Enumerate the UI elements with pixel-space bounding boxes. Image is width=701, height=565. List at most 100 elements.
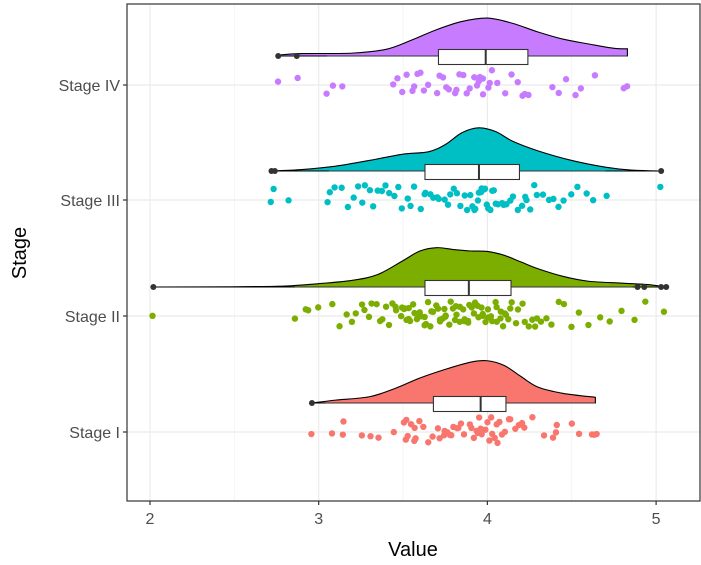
cloud-stage-iii <box>268 127 665 181</box>
data-point <box>375 434 382 441</box>
data-point <box>466 85 473 92</box>
data-point <box>560 300 568 308</box>
data-point <box>553 421 560 429</box>
outlier-point <box>658 168 665 174</box>
data-point <box>606 318 613 325</box>
data-point <box>429 308 437 316</box>
data-point <box>585 321 592 329</box>
data-point <box>521 318 528 326</box>
data-point <box>660 308 668 315</box>
data-point <box>488 67 496 74</box>
data-point <box>441 196 448 203</box>
rain-stage-ii <box>149 298 668 331</box>
data-point <box>533 191 541 199</box>
data-point <box>478 431 485 438</box>
data-point <box>525 323 532 330</box>
data-point <box>361 182 369 189</box>
rain-stage-i <box>308 414 600 447</box>
box <box>424 163 521 181</box>
data-point <box>399 88 406 96</box>
data-point <box>463 206 471 214</box>
data-point <box>479 312 487 320</box>
data-point <box>441 305 448 313</box>
x-tick-label: 5 <box>652 511 661 528</box>
y-axis: Stage I Stage II Stage III Stage IV <box>59 78 127 442</box>
outlier-point <box>634 284 641 290</box>
data-point <box>555 203 562 211</box>
data-point <box>314 304 322 311</box>
y-tick-label: Stage II <box>65 309 120 326</box>
data-point <box>487 206 494 214</box>
data-point <box>328 430 336 437</box>
data-point <box>448 431 455 439</box>
data-point <box>149 312 156 320</box>
data-point <box>447 191 454 198</box>
data-point <box>403 416 410 424</box>
data-point <box>409 301 417 308</box>
data-point <box>518 202 526 209</box>
data-point <box>367 433 374 440</box>
outlier-point <box>150 284 157 290</box>
data-point <box>508 299 515 306</box>
data-point <box>453 190 461 197</box>
data-point <box>329 300 336 308</box>
data-point <box>340 418 347 425</box>
data-point <box>343 311 350 318</box>
data-point <box>521 424 528 431</box>
data-point <box>424 81 432 89</box>
data-point <box>450 185 457 192</box>
data-point <box>323 90 330 97</box>
data-point <box>657 183 664 191</box>
x-tick-label: 4 <box>483 511 492 528</box>
data-point <box>549 434 557 441</box>
data-point <box>429 433 436 440</box>
data-point <box>531 323 539 330</box>
data-point <box>391 192 398 200</box>
data-point <box>368 300 375 307</box>
data-point <box>404 432 411 440</box>
data-point <box>436 435 443 442</box>
outlier-point <box>271 168 278 174</box>
x-tick-label: 3 <box>314 511 323 528</box>
data-point <box>389 81 397 88</box>
outlier-point <box>275 53 282 59</box>
data-point <box>623 83 631 90</box>
data-point <box>270 185 277 193</box>
data-point <box>494 79 501 87</box>
data-point <box>591 72 599 79</box>
data-point <box>453 86 460 94</box>
data-point <box>508 71 515 78</box>
data-point <box>460 71 467 79</box>
data-point <box>568 191 575 198</box>
data-point <box>459 306 467 313</box>
data-point <box>411 424 418 432</box>
data-point <box>352 310 359 317</box>
density-area <box>311 359 596 404</box>
data-point <box>379 316 386 323</box>
data-point <box>274 78 282 85</box>
data-point <box>425 439 432 446</box>
data-point <box>361 306 368 314</box>
data-point <box>568 420 576 427</box>
data-point <box>456 318 463 325</box>
x-tick-label: 2 <box>146 511 155 528</box>
data-point <box>484 306 492 313</box>
data-point <box>339 83 346 90</box>
rain-points <box>149 67 668 447</box>
data-point <box>378 187 386 195</box>
data-point <box>479 75 487 82</box>
data-point <box>444 201 452 208</box>
data-point <box>514 78 521 86</box>
data-point <box>404 195 411 202</box>
data-point <box>308 430 315 438</box>
data-point <box>457 420 465 427</box>
clouds <box>150 17 670 413</box>
data-point <box>294 74 301 82</box>
outlier-point <box>308 400 315 406</box>
data-point <box>575 430 583 438</box>
data-point <box>420 87 428 94</box>
data-point <box>417 69 424 76</box>
data-point <box>471 206 478 214</box>
data-point <box>548 321 555 328</box>
